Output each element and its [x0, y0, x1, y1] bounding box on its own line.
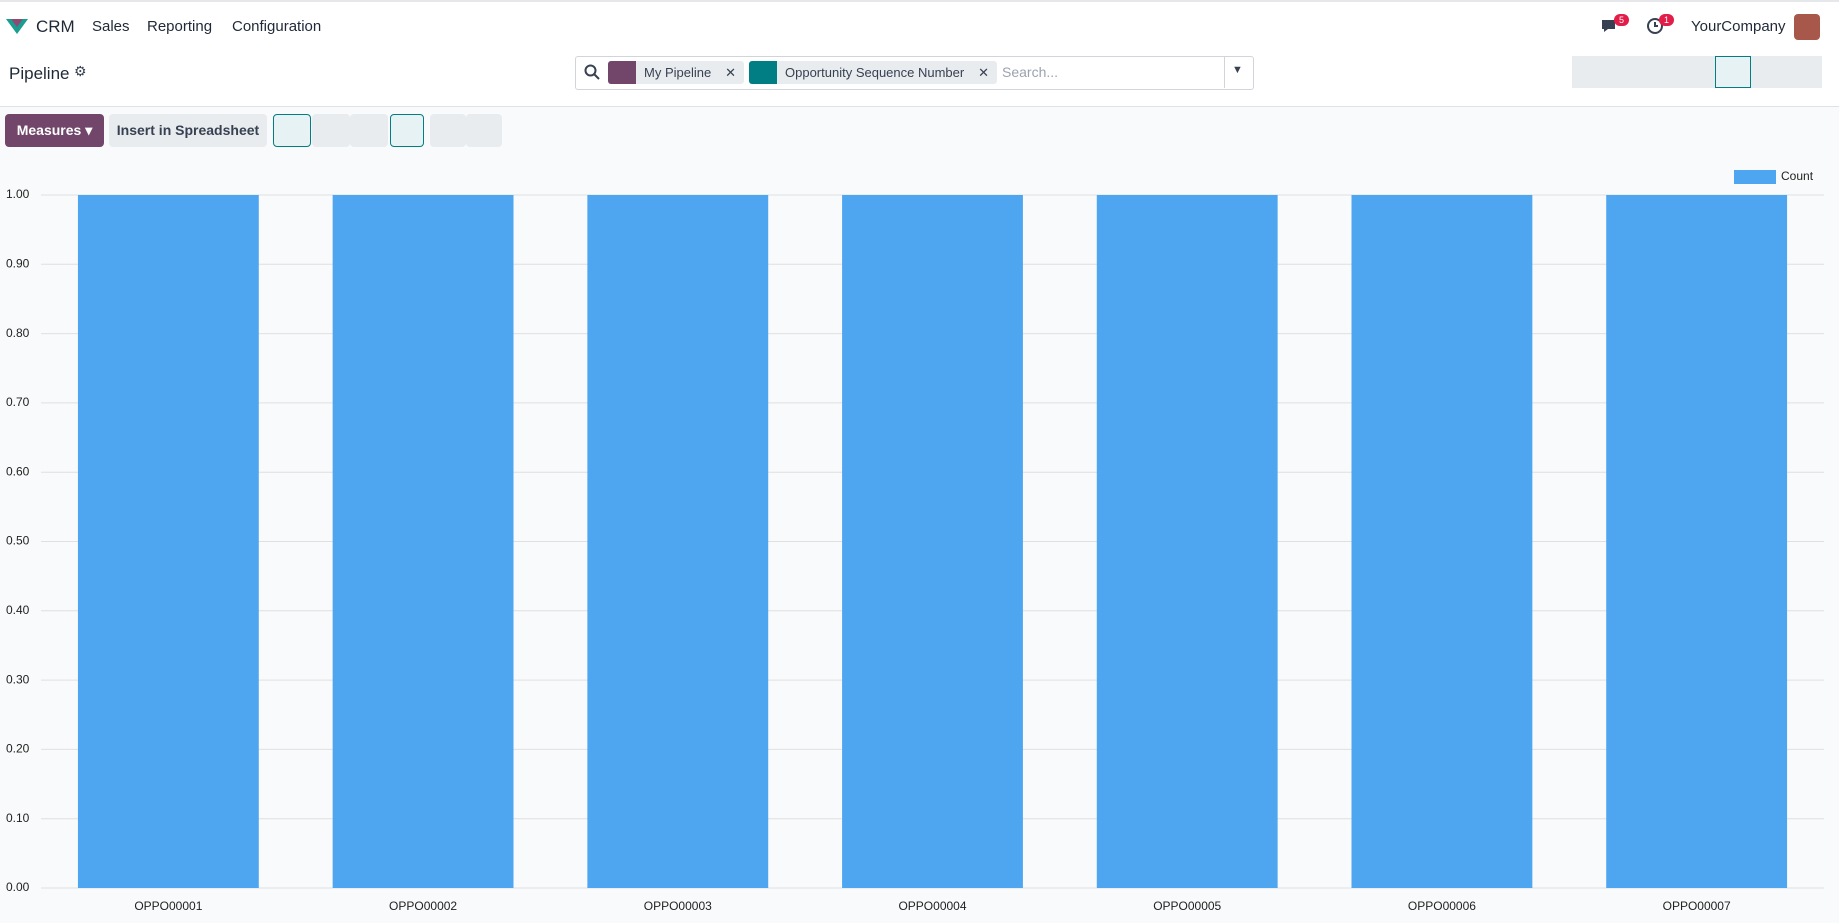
y-tick-label: 0.40 — [6, 603, 30, 617]
app-logo — [6, 19, 28, 34]
y-tick-label: 1.00 — [6, 187, 30, 201]
x-tick-label: OPPO00005 — [1153, 899, 1221, 913]
facet-remove[interactable]: ✕ — [978, 65, 989, 80]
search-input[interactable]: Search... — [1002, 64, 1059, 80]
messages-icon[interactable] — [1600, 18, 1618, 34]
activity-view[interactable] — [1786, 56, 1823, 88]
legend-label: Count — [1781, 169, 1814, 183]
y-tick-label: 0.80 — [6, 326, 30, 340]
bar — [842, 195, 1023, 888]
facet-remove[interactable]: ✕ — [725, 65, 736, 80]
calendar-view[interactable] — [1643, 56, 1680, 88]
facet-label: My Pipeline — [644, 65, 712, 80]
bar — [332, 195, 514, 888]
map-view[interactable] — [1750, 56, 1787, 88]
y-tick-label: 0.30 — [6, 672, 30, 686]
x-tick-label: OPPO00003 — [644, 899, 712, 913]
legend-swatch — [1734, 170, 1776, 184]
menu-item[interactable]: Configuration — [232, 18, 322, 35]
messages-badge: 5 — [1614, 14, 1630, 26]
breadcrumb-title: Pipeline — [9, 64, 70, 83]
bar — [1606, 195, 1788, 888]
x-tick-label: OPPO00004 — [898, 899, 966, 913]
sort-asc-button[interactable] — [466, 114, 502, 147]
bar — [587, 195, 769, 888]
x-tick-label: OPPO00007 — [1663, 899, 1731, 913]
y-tick-label: 0.00 — [6, 880, 30, 894]
measures-button[interactable]: Measures ▾ — [5, 114, 104, 147]
line-chart-button[interactable] — [312, 114, 350, 147]
bar — [1096, 195, 1278, 888]
insert-spreadsheet-button[interactable]: Insert in Spreadsheet — [109, 114, 267, 147]
view-switcher — [1572, 56, 1823, 88]
graph-view[interactable] — [1714, 56, 1751, 88]
sort-desc-button[interactable] — [430, 114, 466, 147]
x-tick-label: OPPO00006 — [1408, 899, 1476, 913]
y-tick-label: 0.10 — [6, 811, 30, 825]
bar — [1351, 195, 1533, 888]
button-label: Measures — [16, 122, 82, 138]
y-tick-label: 0.20 — [6, 742, 30, 756]
x-tick-label: OPPO00002 — [389, 899, 457, 913]
search-icon — [584, 64, 600, 80]
search-toggle[interactable]: ▼ — [1232, 64, 1243, 76]
activities-badge: 1 — [1659, 14, 1675, 26]
y-tick-label: 0.70 — [6, 395, 30, 409]
y-tick-label: 0.50 — [6, 534, 30, 548]
list-view[interactable] — [1607, 56, 1644, 88]
filter-facet: My Pipeline ✕ — [608, 61, 744, 84]
pie-chart-button[interactable] — [350, 114, 388, 147]
navbar: CRM Sales Reporting Configuration 5 1 Yo… — [0, 0, 1839, 54]
divider — [1224, 57, 1225, 88]
x-tick-label: OPPO00001 — [134, 899, 202, 913]
app-name[interactable]: CRM — [36, 17, 75, 36]
y-tick-label: 0.60 — [6, 464, 30, 478]
groupby-facet: Opportunity Sequence Number ✕ — [749, 61, 997, 84]
kanban-view[interactable] — [1572, 56, 1608, 88]
facet-label: Opportunity Sequence Number — [785, 65, 965, 80]
activities-icon[interactable] — [1646, 17, 1664, 35]
user-avatar[interactable] — [1794, 14, 1820, 40]
stacked-button[interactable] — [390, 114, 424, 147]
pivot-view[interactable] — [1679, 56, 1715, 88]
chart: 0.00 0.10 0.20 0.30 0.40 0.50 0.60 0.70 0.80 0.90… — [6, 169, 1824, 913]
y-tick-label: 0.90 — [6, 256, 30, 270]
gear-icon[interactable]: ⚙ — [74, 63, 87, 79]
menu-item[interactable]: Sales — [92, 18, 130, 35]
bar — [77, 195, 259, 888]
menu-item[interactable]: Reporting — [147, 18, 213, 35]
bar-chart-button[interactable] — [273, 114, 311, 147]
company-switcher[interactable]: YourCompany — [1691, 18, 1786, 35]
